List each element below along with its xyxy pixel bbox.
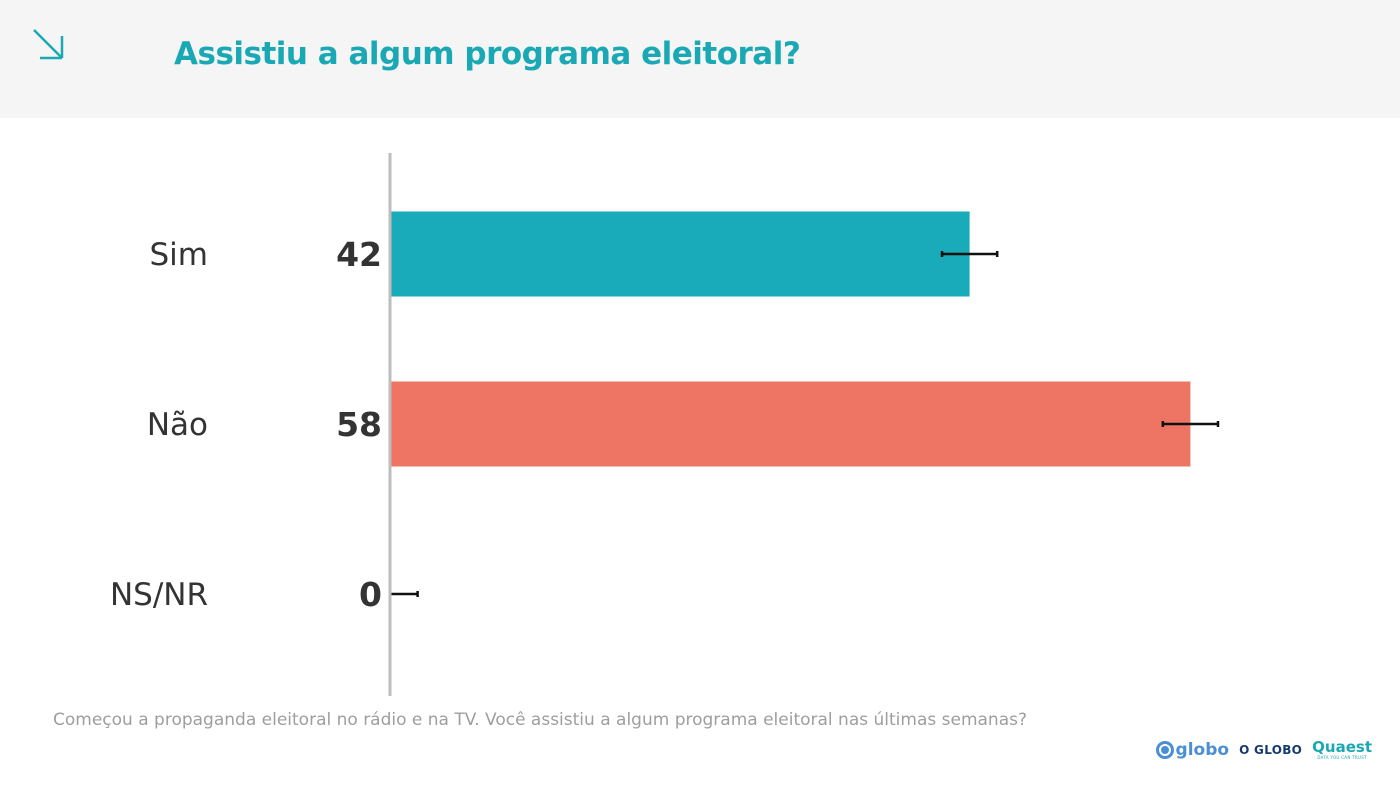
value-label-1: 58 <box>336 405 382 444</box>
globo-logo: globo <box>1155 740 1229 760</box>
category-label-1: Não <box>147 407 208 443</box>
oglobo-logo: O GLOBO <box>1239 743 1303 757</box>
survey-question: Começou a propaganda eleitoral no rádio … <box>53 710 1027 730</box>
value-label-2: 0 <box>359 575 382 614</box>
globo-icon <box>1155 741 1174 759</box>
category-label-2: NS/NR <box>110 577 208 613</box>
category-label-0: Sim <box>150 237 209 273</box>
bar-chart: Sim 42 Não 58 NS/NR 0 <box>110 153 1220 696</box>
header: Assistiu a algum programa eleitoral? <box>0 0 1400 118</box>
logos: globo O GLOBO Quaest DATA YOU CAN TRUST <box>1155 738 1372 762</box>
page-title: Assistiu a algum programa eleitoral? <box>174 36 801 72</box>
arrow-down-right-icon <box>33 29 64 60</box>
bar-0 <box>390 211 970 297</box>
bar-1 <box>390 381 1191 467</box>
quaest-logo: Quaest DATA YOU CAN TRUST <box>1312 738 1372 761</box>
value-label-0: 42 <box>336 235 382 274</box>
